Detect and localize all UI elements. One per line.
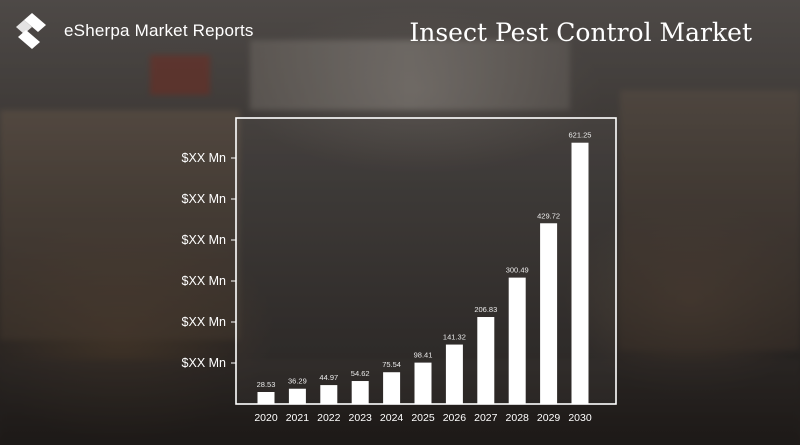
x-tick-label: 2028 bbox=[506, 412, 530, 424]
blurred-shelf-left bbox=[0, 110, 240, 340]
brand-header: eSherpa Market Reports bbox=[10, 8, 254, 54]
x-tick-label: 2027 bbox=[474, 412, 498, 424]
x-tick-label: 2026 bbox=[443, 412, 467, 424]
y-tick-label: $XX Mn bbox=[182, 233, 227, 247]
bar-value-label: 28.53 bbox=[257, 380, 276, 389]
y-tick-label: $XX Mn bbox=[182, 315, 227, 329]
bar bbox=[571, 142, 589, 404]
bar bbox=[445, 344, 463, 404]
bar-value-label: 44.97 bbox=[319, 373, 338, 382]
bar-value-label: 54.62 bbox=[351, 369, 370, 378]
y-tick-label: $XX Mn bbox=[182, 151, 227, 165]
x-tick-label: 2022 bbox=[317, 412, 341, 424]
x-tick-label: 2030 bbox=[568, 412, 592, 424]
x-tick-label: 2029 bbox=[537, 412, 561, 424]
bar-value-label: 429.72 bbox=[537, 211, 560, 220]
bar bbox=[414, 362, 432, 404]
bar-value-label: 75.54 bbox=[382, 360, 401, 369]
bar bbox=[351, 381, 369, 404]
bar bbox=[383, 372, 401, 404]
bar bbox=[257, 392, 275, 404]
esherpa-logo-icon bbox=[16, 13, 46, 49]
plot-frame bbox=[235, 117, 617, 405]
bar-value-label: 36.29 bbox=[288, 377, 307, 386]
x-tick-label: 2020 bbox=[254, 412, 278, 424]
bar-value-label: 98.41 bbox=[414, 351, 433, 360]
bar-value-label: 206.83 bbox=[474, 305, 497, 314]
x-tick-label: 2021 bbox=[286, 412, 310, 424]
brand-name: eSherpa Market Reports bbox=[64, 21, 254, 40]
x-tick-label: 2025 bbox=[411, 412, 435, 424]
page-title: Insect Pest Control Market bbox=[409, 18, 752, 47]
blurred-ceiling bbox=[250, 40, 570, 110]
bar bbox=[540, 223, 558, 404]
bar-value-label: 300.49 bbox=[506, 266, 529, 275]
bar bbox=[320, 385, 338, 404]
bar bbox=[508, 277, 526, 404]
bar bbox=[477, 317, 495, 404]
x-tick-label: 2024 bbox=[380, 412, 404, 424]
y-tick-label: $XX Mn bbox=[182, 356, 227, 370]
bar-value-label: 141.32 bbox=[443, 333, 466, 342]
y-tick-label: $XX Mn bbox=[182, 274, 227, 288]
bar-value-label: 621.25 bbox=[569, 131, 592, 140]
blurred-red-sign bbox=[150, 55, 210, 95]
bar bbox=[288, 388, 306, 404]
y-tick-label: $XX Mn bbox=[182, 192, 227, 206]
blurred-shelf-right bbox=[620, 90, 800, 350]
x-tick-label: 2023 bbox=[349, 412, 373, 424]
